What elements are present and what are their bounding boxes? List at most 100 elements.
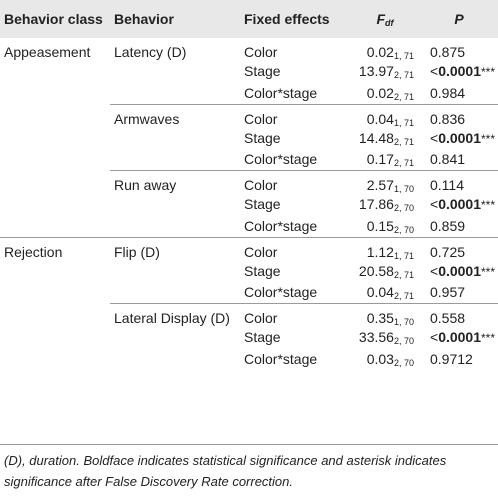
table-row: Appeasement Latency (D) Color 0.021, 71 0.87… <box>0 38 498 61</box>
cell-f-value: 0.041, 71 <box>350 103 416 128</box>
cell-behavior-class <box>0 282 110 304</box>
cell-p-value: 0.841 <box>416 149 498 171</box>
header-f-statistic: Fdf <box>350 0 416 38</box>
cell-fixed-effect: Color <box>240 236 350 260</box>
table-row: Stage 33.562, 70 <0.0001*** <box>0 326 498 348</box>
cell-f-value: 0.172, 71 <box>350 149 416 171</box>
p-value: 0.841 <box>430 151 466 168</box>
f-degrees-of-freedom: 1, 71 <box>393 250 414 261</box>
f-value: 0.04 <box>366 284 394 301</box>
p-value: 0.0001 <box>438 262 482 279</box>
cell-behavior-class <box>0 260 110 282</box>
f-degrees-of-freedom: 2, 70 <box>393 224 414 235</box>
cell-p-value: <0.0001*** <box>416 193 498 215</box>
table-header-row: Behavior class Behavior Fixed effects Fd… <box>0 0 498 38</box>
f-degrees-of-freedom: 2, 70 <box>393 203 414 213</box>
table-footnote: (D), duration. Boldface indicates statis… <box>4 453 447 489</box>
cell-p-value: 0.836 <box>416 103 498 127</box>
cell-fixed-effect: Color*stage <box>244 351 318 367</box>
cell-behavior-class <box>0 193 110 215</box>
cell-behavior <box>110 60 240 82</box>
f-value: 0.04 <box>366 110 394 127</box>
f-value: 20.58 <box>358 262 394 279</box>
cell-f-value: 17.862, 70 <box>350 193 416 215</box>
f-degrees-of-freedom: 1, 71 <box>393 117 414 128</box>
table-row: Stage 14.482, 71 <0.0001*** <box>0 127 498 149</box>
cell-behavior-class <box>0 215 110 237</box>
cell-fixed-effect: Color*stage <box>244 151 318 168</box>
f-value: 13.97 <box>358 63 394 79</box>
cell-behavior <box>110 260 240 282</box>
cell-behavior <box>110 82 240 104</box>
p-value: 0.0001 <box>438 196 482 212</box>
significance-asterisks: *** <box>481 65 496 79</box>
f-degrees-of-freedom: 1, 71 <box>393 51 414 61</box>
f-degrees-of-freedom: 1, 70 <box>393 184 414 194</box>
cell-p-value: 0.114 <box>416 170 498 193</box>
cell-behavior-class <box>0 60 110 82</box>
f-value: 1.12 <box>366 243 394 260</box>
p-value: 0.9712 <box>430 351 473 367</box>
cell-behavior: Latency (D) <box>114 44 187 60</box>
cell-fixed-effect: Color <box>240 103 350 127</box>
table-row: Run away Color 2.571, 70 0.114 <box>0 170 498 194</box>
header-behavior-class: Behavior class <box>4 11 103 27</box>
f-degrees-of-freedom: 2, 70 <box>393 358 414 368</box>
p-value: 0.558 <box>430 310 466 326</box>
f-degrees-of-freedom: 2, 71 <box>393 291 414 302</box>
f-value: 0.15 <box>366 217 394 234</box>
cell-behavior-class <box>0 82 110 104</box>
table-row: Stage 17.862, 70 <0.0001*** <box>0 193 498 215</box>
cell-fixed-effect: Stage <box>244 129 281 146</box>
table-row: Color*stage 0.152, 70 0.859 <box>0 215 498 237</box>
p-value: 0.0001 <box>438 329 482 345</box>
cell-fixed-effect: Color*stage <box>244 217 318 234</box>
significance-asterisks: *** <box>481 131 496 146</box>
header-behavior: Behavior <box>114 11 174 27</box>
cell-behavior: Run away <box>110 170 240 193</box>
p-less-than: < <box>430 262 439 279</box>
table-row: Color*stage 0.042, 71 0.957 <box>0 282 498 304</box>
f-degrees-of-freedom: 2, 70 <box>393 336 414 346</box>
header-p-value: P <box>454 11 464 27</box>
cell-fixed-effect: Color <box>240 170 350 193</box>
significance-asterisks: *** <box>481 264 496 279</box>
header-f-symbol: F <box>376 11 386 27</box>
header-fixed-effects: Fixed effects <box>244 11 330 27</box>
table-row: Armwaves Color 0.041, 71 0.836 <box>0 103 498 128</box>
cell-f-value: 14.482, 71 <box>350 127 416 149</box>
cell-behavior-class: Rejection <box>0 236 110 260</box>
table-bottom-rule <box>0 444 498 445</box>
cell-f-value: 2.571, 70 <box>350 170 416 194</box>
cell-p-value: <0.0001*** <box>416 60 498 82</box>
p-less-than: < <box>430 196 439 212</box>
cell-p-value: 0.957 <box>416 282 498 304</box>
cell-behavior-class <box>0 171 110 194</box>
cell-f-value: 0.042, 71 <box>350 282 416 304</box>
p-value: 0.984 <box>430 84 466 101</box>
p-value: 0.0001 <box>438 129 482 146</box>
results-table: Behavior class Behavior Fixed effects Fd… <box>0 0 498 370</box>
table-row: Color*stage 0.172, 71 0.841 <box>0 149 498 171</box>
table-row: Stage 13.972, 71 <0.0001*** <box>0 60 498 82</box>
cell-p-value: 0.875 <box>416 38 498 60</box>
cell-behavior-class <box>0 304 110 327</box>
f-value: 0.35 <box>366 310 394 326</box>
f-value: 14.48 <box>358 129 394 146</box>
cell-p-value: 0.9712 <box>416 348 498 370</box>
cell-fixed-effect: Stage <box>244 63 281 79</box>
cell-behavior: Flip (D) <box>110 236 240 260</box>
cell-fixed-effect: Stage <box>244 329 281 345</box>
cell-behavior <box>110 282 240 304</box>
f-degrees-of-freedom: 1, 70 <box>393 317 414 327</box>
table-row: Color*stage 0.032, 70 0.9712 <box>0 348 498 370</box>
cell-p-value: 0.558 <box>416 303 498 326</box>
cell-fixed-effect: Color*stage <box>244 84 318 101</box>
cell-behavior: Armwaves <box>110 103 240 127</box>
cell-f-value: 1.121, 71 <box>350 236 416 261</box>
f-degrees-of-freedom: 2, 71 <box>393 136 414 147</box>
f-value: 17.86 <box>358 196 394 212</box>
table-row: Stage 20.582, 71 <0.0001*** <box>0 260 498 282</box>
p-less-than: < <box>430 63 439 79</box>
cell-fixed-effect: Color <box>240 303 350 326</box>
